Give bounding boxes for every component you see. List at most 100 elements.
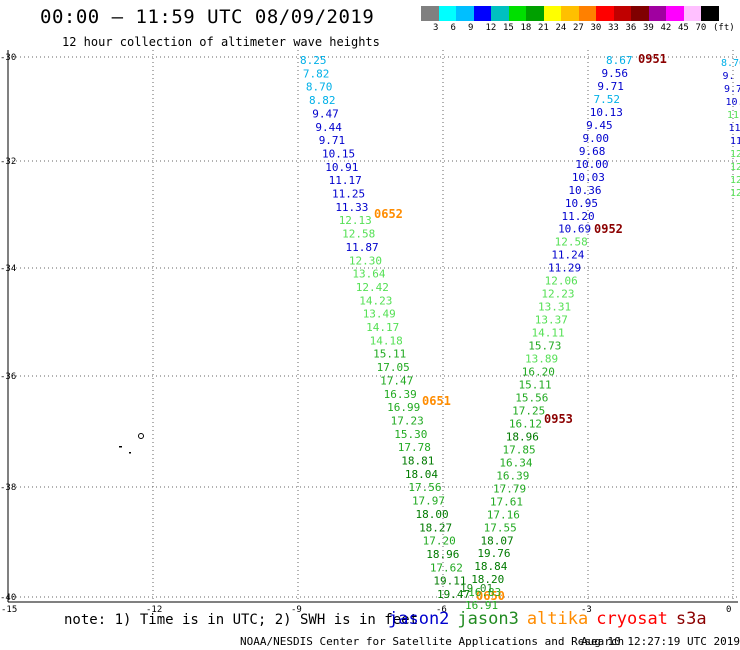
track-reading: 9.68 (579, 145, 606, 158)
satellite-legend-item: jason3 (457, 609, 519, 629)
x-tick-label: -3 (581, 605, 592, 615)
satellite-legend-item: jason2 (388, 609, 450, 629)
track-reading: 12.58 (555, 236, 588, 249)
track-reading: 8.70 (306, 81, 333, 94)
track-reading: 15.73 (528, 340, 561, 353)
legend-swatch (438, 6, 456, 21)
track-reading: 7.52 (594, 93, 621, 106)
track-reading: 15.30 (394, 428, 427, 441)
track-reading: 18.96 (506, 430, 539, 443)
legend-swatch (613, 6, 631, 21)
track-reading: 17.55 (484, 521, 517, 534)
track-reading: 9.47 (312, 107, 339, 120)
legend-label: 21 (538, 23, 549, 33)
legend-label: 42 (660, 23, 672, 33)
legend-label: 18 (520, 23, 532, 33)
track-reading: 11.17 (329, 174, 362, 187)
track-reading: 14.23 (359, 294, 392, 307)
time-label: 0953 (544, 412, 573, 426)
legend-swatch (596, 6, 614, 21)
time-label: 0951 (638, 52, 667, 66)
track-reading: 11.33 (335, 201, 368, 214)
satellite-legend: jason2 jason3 altika cryosat s3a (388, 609, 715, 629)
track-reading: 13.37 (535, 314, 568, 327)
legend-label: 15 (503, 23, 514, 33)
track-reading: 17.25 (512, 404, 545, 417)
track-reading: 10.00 (575, 158, 608, 171)
island-outline (119, 433, 144, 454)
track-reading: 10.15 (322, 147, 355, 160)
legend-swatch (491, 6, 509, 21)
legend-swatch (631, 6, 649, 21)
track-reading: 9.00 (582, 132, 609, 145)
page-title: 00:00 – 11:59 UTC 08/09/2019 (40, 6, 375, 28)
track-reading: 17.16 (487, 508, 520, 521)
track-reading: 12.30 (349, 254, 382, 267)
legend-swatch (578, 6, 596, 21)
track-reading: 17.62 (430, 561, 463, 574)
track-reading: 18.27 (419, 521, 452, 534)
track-reading: 18.07 (481, 534, 514, 547)
track-reading: 10.69 (558, 223, 591, 236)
track-reading: 16.34 (499, 456, 532, 469)
track-reading: 18.81 (401, 455, 434, 468)
track-reading: 15.56 (515, 391, 548, 404)
legend-swatch (543, 6, 561, 21)
legend-label: 33 (608, 23, 619, 33)
track-reading: 19.01 (460, 582, 493, 595)
track-reading: 12.06 (545, 275, 578, 288)
track-reading: 18.84 (474, 560, 507, 573)
legend-swatch (666, 6, 684, 21)
legend-swatch (683, 6, 701, 21)
legend-label: 12 (485, 23, 497, 33)
track-reading: 11.2 (727, 110, 740, 121)
track-reading: 11.20 (561, 210, 594, 223)
legend-swatch (421, 6, 439, 21)
legend-label: 30 (590, 23, 602, 33)
axis-labels: -30-32-34-36-38-40-15 -12 -9 -6 -3 0 (0, 53, 731, 615)
track-reading: 17.78 (398, 441, 431, 454)
color-legend-bar (421, 6, 719, 21)
track-reading: 12.58 (342, 228, 375, 241)
track-reading: 17.97 (412, 495, 445, 508)
track-reading: 9. (723, 71, 735, 82)
track-reading: 16.39 (496, 469, 529, 482)
x-tick-label: -6 (436, 605, 447, 615)
legend-swatch (648, 6, 666, 21)
track-reading: 8.82 (309, 94, 336, 107)
track-reading: 17.61 (490, 495, 523, 508)
legend-label: (ft) (713, 23, 735, 33)
track-reading: 10. (726, 97, 740, 108)
track-reading: 9.7 (724, 84, 740, 95)
time-label: 0651 (422, 394, 451, 408)
track-reading: 11.25 (332, 188, 365, 201)
track-reading: 13.89 (525, 353, 558, 366)
track-reading: 18.20 (471, 573, 504, 586)
legend-swatch (456, 6, 474, 21)
track-reading: 16.91 (465, 599, 498, 612)
legend-label: 45 (678, 23, 689, 33)
page-subtitle: 12 hour collection of altimeter wave hei… (62, 35, 380, 49)
satellite-legend-item: s3a (675, 609, 707, 629)
track-reading: 10.13 (590, 106, 623, 119)
track-reading: 18.04 (405, 468, 438, 481)
legend-label: 39 (643, 23, 654, 33)
track-reading: 15.11 (519, 379, 552, 392)
y-tick-label: -38 (0, 483, 16, 493)
track-reading: 18.00 (416, 508, 449, 521)
track-reading: 9.56 (601, 67, 628, 80)
track-reading: 10.91 (325, 161, 358, 174)
legend-label: 36 (625, 23, 637, 33)
track-reading: 11.87 (345, 241, 378, 254)
track-reading: 11. (730, 136, 740, 147)
track-reading: 11. (729, 123, 740, 134)
track-reading: 8.67 (606, 54, 633, 67)
track-reading: 14.11 (531, 327, 564, 340)
track-reading: 7.82 (303, 67, 330, 80)
track-reading: 12. (730, 162, 740, 173)
legend-label: 9 (468, 23, 474, 33)
legend-swatch (473, 6, 491, 21)
x-tick-label: -9 (291, 605, 302, 615)
legend-swatch (561, 6, 579, 21)
